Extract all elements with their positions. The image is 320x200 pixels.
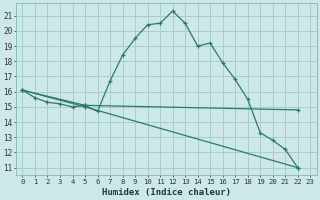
X-axis label: Humidex (Indice chaleur): Humidex (Indice chaleur)	[102, 188, 231, 197]
